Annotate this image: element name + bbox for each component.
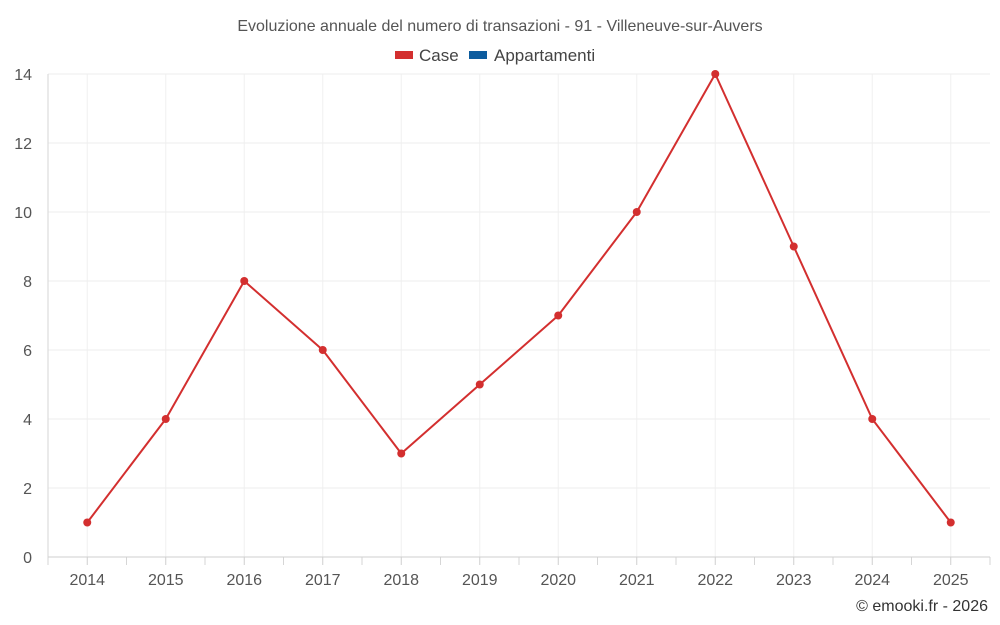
- series-line-case: [86, 73, 952, 524]
- chart-title: Evoluzione annuale del numero di transaz…: [237, 18, 762, 35]
- x-tick-label: 2022: [697, 572, 733, 589]
- legend-item-appartamenti[interactable]: Appartamenti: [469, 46, 595, 65]
- data-point[interactable]: [161, 415, 170, 423]
- y-tick-label: 12: [14, 136, 32, 153]
- data-point[interactable]: [240, 277, 249, 285]
- legend-swatch-case: [395, 51, 413, 59]
- data-point[interactable]: [318, 346, 327, 354]
- x-tick-label: 2018: [383, 572, 419, 589]
- y-tick-label: 0: [23, 550, 32, 567]
- x-tick-label: 2014: [69, 572, 105, 589]
- legend-item-case[interactable]: Case: [395, 46, 459, 65]
- data-point[interactable]: [632, 208, 641, 216]
- data-point[interactable]: [83, 518, 92, 527]
- data-point[interactable]: [789, 242, 798, 251]
- x-tick-labels: 2014 2015 2016 2017 2018 2019 2020 2021 2022 2023…: [69, 572, 968, 589]
- x-tick-label: 2023: [776, 572, 812, 589]
- y-tick-label: 6: [23, 343, 32, 360]
- data-point[interactable]: [946, 518, 955, 527]
- x-tick-label: 2020: [540, 572, 576, 589]
- x-tick-label: 2021: [619, 572, 655, 589]
- credit-text: © emooki.fr - 2026: [856, 598, 988, 615]
- series-layer: [83, 70, 955, 527]
- data-point[interactable]: [397, 449, 406, 458]
- y-tick-label: 4: [23, 412, 32, 429]
- y-tick-label: 14: [14, 67, 32, 84]
- data-point[interactable]: [711, 70, 720, 78]
- axes: [47, 74, 991, 565]
- x-tick-label: 2015: [148, 572, 184, 589]
- data-point[interactable]: [868, 415, 877, 423]
- y-tick-label: 2: [23, 481, 32, 498]
- y-tick-label: 8: [23, 274, 32, 291]
- legend-swatch-appartamenti: [469, 51, 487, 59]
- legend-label-case: Case: [419, 46, 459, 65]
- x-tick-label: 2017: [305, 572, 341, 589]
- y-tick-labels: 0 2 4 6 8 10 12 14: [14, 67, 32, 567]
- x-tick-label: 2019: [462, 572, 498, 589]
- legend-label-appartamenti: Appartamenti: [494, 46, 595, 65]
- data-point[interactable]: [554, 311, 563, 320]
- legend: Case Appartamenti: [395, 46, 595, 65]
- x-tick-label: 2025: [933, 572, 969, 589]
- x-tick-label: 2024: [854, 572, 890, 589]
- x-tick-label: 2016: [226, 572, 262, 589]
- data-point[interactable]: [475, 380, 484, 389]
- y-tick-label: 10: [14, 205, 32, 222]
- grid: [48, 73, 990, 557]
